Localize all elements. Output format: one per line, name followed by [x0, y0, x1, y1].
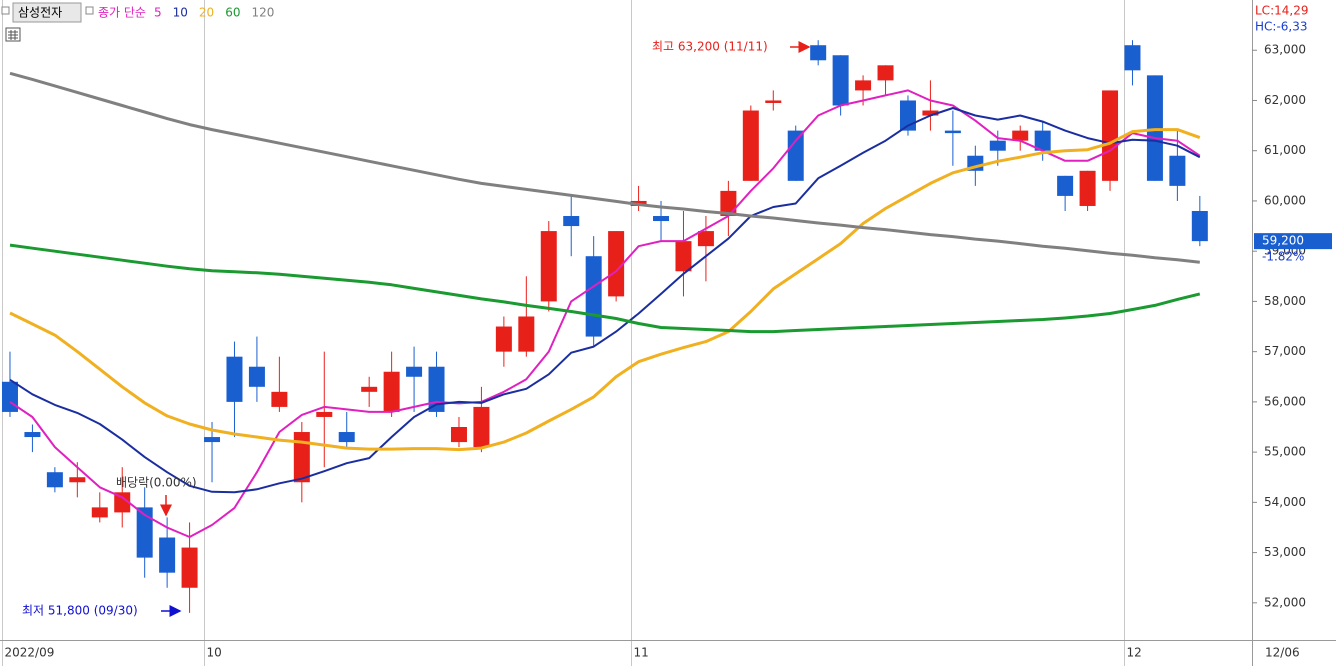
candle-body [69, 477, 86, 483]
candle-body [1057, 175, 1074, 196]
y-tick-label: 56,000 [1264, 394, 1306, 408]
y-tick-label: 62,000 [1264, 93, 1306, 107]
legend-entry: 20 [199, 6, 214, 20]
candle-body [1, 381, 18, 412]
candle-body [877, 65, 894, 81]
candle-body [495, 326, 512, 352]
candle-body [1012, 130, 1029, 141]
candle-body [585, 256, 602, 337]
plot [1, 40, 1208, 613]
y-tick-label: 54,000 [1264, 495, 1306, 509]
x-tick-label: 2022/09 [5, 646, 55, 660]
ma-line [9, 128, 1201, 452]
candle-body [1079, 170, 1096, 206]
ma-line [9, 107, 1201, 494]
candle-body [989, 140, 1006, 151]
y-tick-label: 60,000 [1264, 193, 1306, 207]
candle-body [922, 110, 939, 116]
x-tick-label: 12 [1127, 646, 1142, 660]
candle-body [383, 371, 400, 412]
low-annotation: 최저 51,800 (09/30) [22, 604, 138, 618]
candle-body [675, 241, 692, 272]
candle-body [540, 231, 557, 302]
current-price-label: 59,200 [1262, 234, 1304, 248]
legend-entry: 120 [251, 6, 274, 20]
high-annotation: 최고 63,200 (11/11) [652, 40, 768, 54]
candle-body [271, 391, 288, 407]
legend-entry: 5 [154, 6, 162, 20]
candle-body [406, 366, 423, 377]
candle-body [428, 366, 445, 412]
candle-body [159, 537, 176, 573]
candle-body [46, 472, 63, 488]
candle-body [832, 55, 849, 106]
date-label: 12/06 [1265, 646, 1300, 660]
stock-name: 삼성전자 [18, 6, 62, 20]
candle-body [765, 100, 782, 103]
candle-body [293, 432, 310, 483]
hc-label: HC:-6,33 [1255, 20, 1308, 34]
candle-body [697, 231, 714, 247]
candle-body [563, 216, 580, 227]
candle-body [944, 130, 961, 134]
candle-body [473, 406, 490, 448]
stock-box[interactable] [12, 2, 82, 23]
ma-line [9, 71, 1200, 264]
y-tick-label: 63,000 [1264, 43, 1306, 57]
y-tick-label: 61,000 [1264, 143, 1306, 157]
legend-icon [1, 6, 10, 15]
candle-body [450, 427, 467, 443]
candle-body [518, 316, 535, 352]
candle-body [608, 231, 625, 297]
candle-body [181, 547, 198, 588]
candle-body [248, 366, 265, 387]
candle-body [1169, 155, 1186, 186]
legend-entry: 10 [173, 6, 188, 20]
candle-body [136, 507, 153, 558]
candle-body [361, 386, 378, 392]
candle-body [91, 507, 108, 518]
y-tick-label: 55,000 [1264, 445, 1306, 459]
current-price-box [1254, 233, 1332, 250]
x-tick-label: 10 [207, 646, 222, 660]
y-tick-label: 57,000 [1264, 344, 1306, 358]
candle-body [226, 356, 243, 402]
legend-icon [85, 6, 94, 15]
dividend-annotation: 배당락(0.00%) [116, 476, 197, 490]
candle-body [338, 432, 355, 443]
y-tick-label: 53,000 [1264, 545, 1306, 559]
legend-label: 종가 단순 [98, 6, 146, 20]
ma-line [9, 89, 1201, 538]
candle-body [653, 216, 670, 222]
candle-body [1191, 210, 1208, 242]
candle-body [742, 110, 759, 181]
candle-body [1034, 130, 1051, 151]
y-tick-label: 52,000 [1264, 595, 1306, 609]
candle-body [204, 437, 221, 443]
y-tick-label: 58,000 [1264, 294, 1306, 308]
grid [2, 0, 1125, 666]
candle-body [1124, 45, 1141, 71]
candle-body [810, 45, 827, 61]
table-icon-lines [8, 30, 18, 40]
candle-body [787, 130, 804, 181]
ma-line [9, 243, 1201, 334]
candle-body [316, 411, 333, 417]
candle-body [1102, 90, 1119, 181]
legend-entry: 60 [225, 6, 240, 20]
candle-body [855, 80, 872, 91]
change-label: -1.82% [1262, 250, 1304, 264]
x-tick-label: 11 [634, 646, 649, 660]
candle-body [720, 190, 737, 217]
lc-label: LC:14,29 [1255, 4, 1308, 18]
candle-body [24, 432, 41, 438]
candle-body [114, 492, 131, 513]
